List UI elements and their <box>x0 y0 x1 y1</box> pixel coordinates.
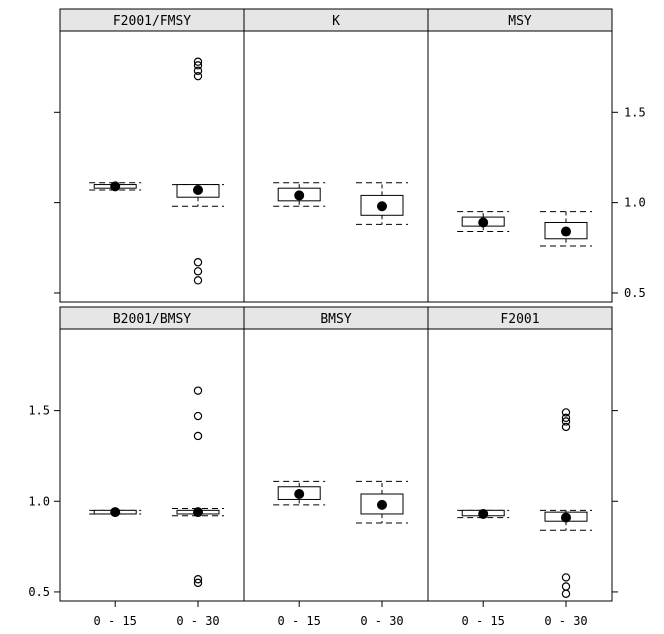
outlier-point <box>561 417 571 426</box>
box-0-30 <box>172 57 224 285</box>
panel-title: BMSY <box>320 312 351 327</box>
outlier-point <box>561 573 571 582</box>
panel-title: K <box>332 14 340 29</box>
median-dot <box>193 507 203 518</box>
panel-frame <box>59 30 245 303</box>
outlier-point <box>561 582 571 591</box>
x-tick-label: 0 - 15 <box>462 614 505 628</box>
outlier-point <box>561 422 571 432</box>
panel-frame <box>59 328 245 602</box>
outlier-point <box>193 411 203 421</box>
y-tick-label-left: 1.0 <box>28 494 50 508</box>
x-tick-label: 0 - 30 <box>544 614 587 628</box>
median-dot <box>377 201 387 212</box>
outlier-point <box>561 413 571 423</box>
x-tick-label: 0 - 30 <box>176 614 219 628</box>
panel-4: BMSY <box>243 306 429 602</box>
panel-title: B2001/BMSY <box>113 312 191 327</box>
panel-frame <box>243 30 429 303</box>
panel-frame <box>427 30 613 303</box>
box-0-15 <box>457 211 510 233</box>
panel-1: K <box>243 8 429 303</box>
box-0-30 <box>356 182 408 225</box>
y-tick-label-left: 1.5 <box>28 404 50 418</box>
median-dot <box>478 217 489 228</box>
outlier-point <box>561 408 571 417</box>
box-0-15 <box>273 480 326 506</box>
median-dot <box>478 508 489 519</box>
x-tick-label: 0 - 30 <box>360 614 403 628</box>
outlier-point <box>193 431 203 441</box>
outlier-point <box>193 578 203 588</box>
panel-frame <box>427 328 613 602</box>
y-tick-label-right: 1.5 <box>624 105 646 119</box>
median-dot <box>294 489 305 500</box>
outlier-point <box>193 386 203 395</box>
median-dot <box>193 184 203 195</box>
x-tick-label: 0 - 15 <box>278 614 321 628</box>
outlier-point <box>193 61 203 70</box>
y-tick-label-left: 0.5 <box>28 585 50 599</box>
panel-title: MSY <box>508 14 532 29</box>
axes-layer: 0.5 0.5 1.0 1.0 1.5 1.5 0 - 15 0 - 30 0 - 15 0 - … <box>28 105 645 628</box>
outlier-point <box>193 276 203 285</box>
outlier-point <box>561 589 571 598</box>
median-dot <box>294 190 305 201</box>
x-tick-label: 0 - 15 <box>94 614 137 628</box>
panel-title: F2001 <box>500 312 539 327</box>
panels-layer: F2001/FMSY K MSY B2001/BMSY BMSY F2001 <box>59 8 613 602</box>
box-0-30 <box>356 480 408 524</box>
box-0-15 <box>457 508 510 519</box>
median-dot <box>110 507 121 518</box>
outlier-point <box>193 258 203 267</box>
panel-title: F2001/FMSY <box>113 14 191 29</box>
outlier-point <box>193 71 203 81</box>
median-dot <box>561 226 571 237</box>
box-0-15 <box>89 181 142 192</box>
panel-5: F2001 <box>427 306 613 602</box>
median-dot <box>110 181 121 192</box>
box-0-15 <box>273 182 326 207</box>
panel-3: B2001/BMSY <box>59 306 245 602</box>
median-dot <box>377 499 387 510</box>
outlier-point <box>193 57 203 66</box>
median-dot <box>561 512 571 523</box>
y-tick-label-right: 0.5 <box>624 286 646 300</box>
outlier-point <box>193 66 203 75</box>
outlier-point <box>193 267 203 276</box>
panel-0: F2001/FMSY <box>59 8 245 303</box>
outlier-point <box>193 575 203 584</box>
box-0-15 <box>89 507 142 518</box>
box-0-30 <box>540 211 592 247</box>
box-0-30 <box>172 386 224 588</box>
y-tick-label-right: 1.0 <box>624 196 646 210</box>
box-0-30 <box>540 408 592 598</box>
panel-2: MSY <box>427 8 613 303</box>
panel-frame <box>243 328 429 602</box>
